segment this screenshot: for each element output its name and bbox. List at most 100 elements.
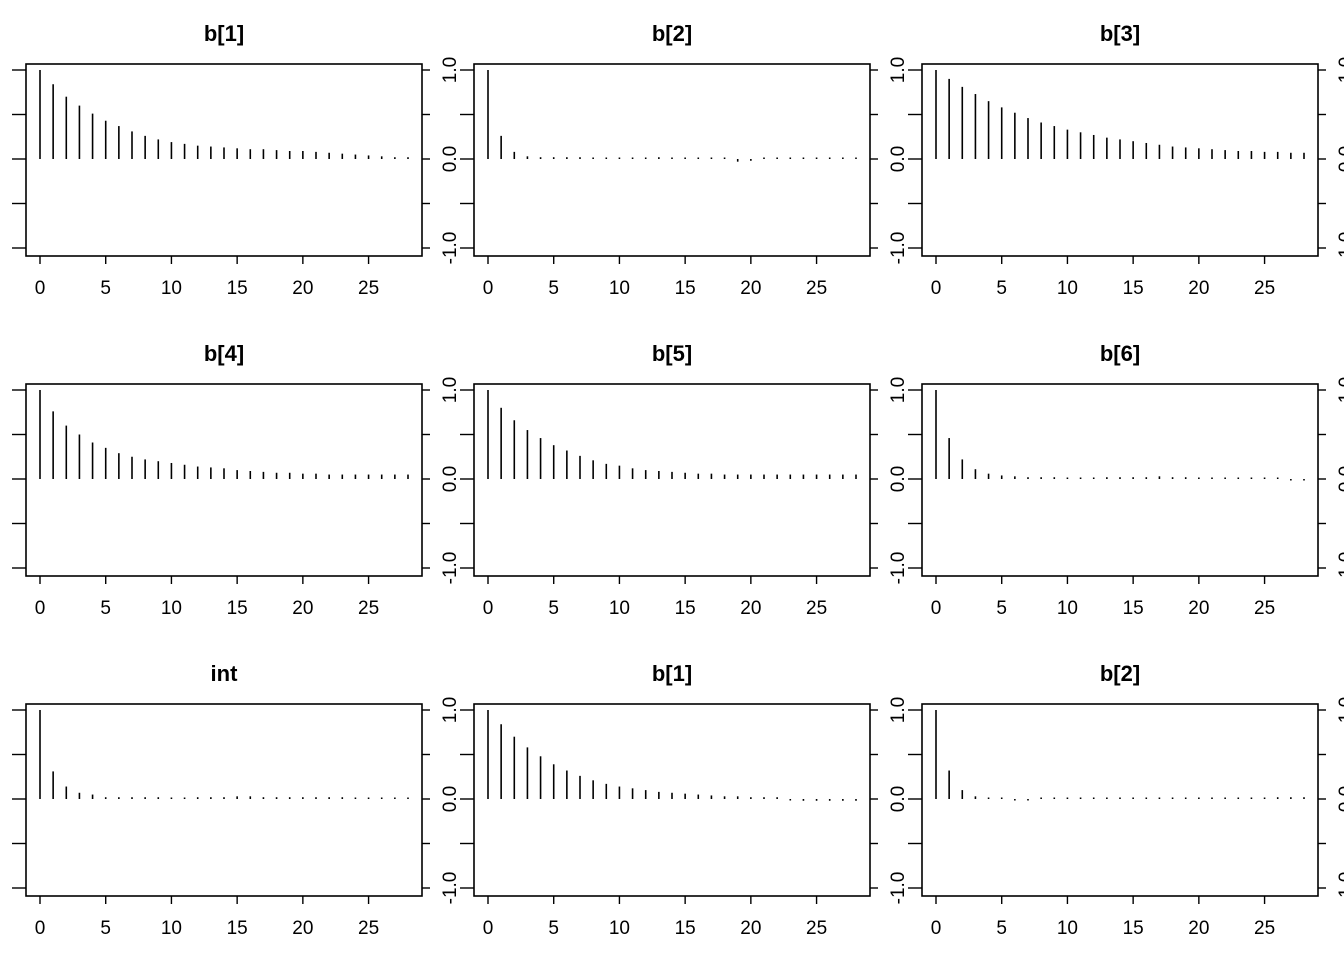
x-tick-label: 0 — [931, 598, 942, 619]
panel-title: b[6] — [1100, 341, 1140, 366]
x-tick-label: 5 — [996, 918, 1007, 939]
panel-title: b[4] — [204, 341, 244, 366]
y-tick-label: 0.0 — [1336, 146, 1344, 172]
x-tick-label: 5 — [996, 598, 1007, 619]
y-tick-label: -1.0 — [1336, 232, 1344, 265]
x-tick-label: 15 — [1123, 598, 1144, 619]
y-tick-label: -1.0 — [440, 232, 461, 265]
x-tick-label: 10 — [1057, 918, 1078, 939]
y-tick-label: 0.0 — [440, 466, 461, 492]
y-tick-label: -1.0 — [440, 872, 461, 905]
panel-title: b[1] — [652, 661, 692, 686]
acf-panel: b[6] 0 5 10 15 20 25 -1.0 0.0 1.0 — [908, 341, 1344, 619]
y-tick-label: -1.0 — [440, 552, 461, 585]
y-tick-label: 0.0 — [1336, 466, 1344, 492]
acf-panel: b[3] 0 5 10 15 20 25 -1.0 0.0 1.0 — [908, 21, 1344, 299]
x-tick-label: 0 — [35, 598, 46, 619]
panel-title: b[1] — [204, 21, 244, 46]
acf-panel: b[2] 0 5 10 15 20 25 -1.0 0.0 1.0 — [908, 661, 1344, 939]
y-tick-label: 1.0 — [1336, 377, 1344, 403]
y-tick-label: 0.0 — [1336, 786, 1344, 812]
x-tick-label: 25 — [358, 918, 379, 939]
x-tick-label: 0 — [931, 278, 942, 299]
y-tick-label: 0.0 — [888, 786, 909, 812]
x-tick-label: 5 — [100, 278, 111, 299]
y-tick-label: -1.0 — [1336, 552, 1344, 585]
x-tick-label: 20 — [1188, 278, 1209, 299]
plot-frame — [25, 63, 423, 257]
x-tick-label: 20 — [740, 598, 761, 619]
y-tick-label: -1.0 — [1336, 872, 1344, 905]
x-tick-label: 10 — [1057, 278, 1078, 299]
x-tick-label: 0 — [931, 918, 942, 939]
y-tick-label: 1.0 — [888, 57, 909, 83]
y-tick-label: 0.0 — [888, 146, 909, 172]
x-tick-label: 20 — [292, 278, 313, 299]
plot-frame — [473, 703, 871, 897]
x-tick-label: 10 — [1057, 598, 1078, 619]
panel-title: int — [211, 661, 239, 686]
x-tick-label: 25 — [1254, 918, 1275, 939]
x-tick-label: 20 — [740, 278, 761, 299]
x-tick-label: 10 — [161, 278, 182, 299]
x-tick-label: 25 — [358, 598, 379, 619]
x-tick-label: 0 — [483, 278, 494, 299]
x-tick-label: 15 — [675, 918, 696, 939]
x-tick-label: 5 — [548, 278, 559, 299]
plot-frame — [25, 703, 423, 897]
x-tick-label: 25 — [806, 918, 827, 939]
plot-frame — [921, 703, 1319, 897]
x-tick-label: 25 — [1254, 598, 1275, 619]
x-tick-label: 5 — [100, 598, 111, 619]
x-tick-label: 20 — [740, 918, 761, 939]
panel-title: b[3] — [1100, 21, 1140, 46]
acf-panel: b[5] 0 5 10 15 20 25 -1.0 0.0 1.0 — [460, 341, 909, 619]
x-tick-label: 15 — [675, 278, 696, 299]
y-tick-label: 1.0 — [440, 57, 461, 83]
x-tick-label: 10 — [161, 918, 182, 939]
acf-panel: int 0 5 10 15 20 25 -1.0 0.0 1.0 — [12, 661, 461, 939]
y-tick-label: 0.0 — [440, 146, 461, 172]
acf-panel: b[1] 0 5 10 15 20 25 -1.0 0.0 1.0 — [12, 21, 461, 299]
x-tick-label: 20 — [292, 598, 313, 619]
y-tick-label: 1.0 — [888, 697, 909, 723]
plot-frame — [921, 63, 1319, 257]
x-tick-label: 15 — [675, 598, 696, 619]
y-tick-label: 0.0 — [888, 466, 909, 492]
y-tick-label: 1.0 — [1336, 57, 1344, 83]
x-tick-label: 5 — [548, 598, 559, 619]
x-tick-label: 5 — [548, 918, 559, 939]
acf-panel: b[1] 0 5 10 15 20 25 -1.0 0.0 1.0 — [460, 661, 909, 939]
y-tick-label: 1.0 — [440, 377, 461, 403]
x-tick-label: 10 — [161, 598, 182, 619]
x-tick-label: 25 — [358, 278, 379, 299]
plot-frame — [921, 383, 1319, 577]
plot-frame — [473, 383, 871, 577]
plot-frame — [473, 63, 871, 257]
x-tick-label: 25 — [806, 278, 827, 299]
y-tick-label: 1.0 — [888, 377, 909, 403]
x-tick-label: 5 — [100, 918, 111, 939]
y-tick-label: -1.0 — [888, 872, 909, 905]
x-tick-label: 15 — [1123, 278, 1144, 299]
y-tick-label: 0.0 — [440, 786, 461, 812]
panel-title: b[5] — [652, 341, 692, 366]
x-tick-label: 0 — [35, 918, 46, 939]
x-tick-label: 15 — [227, 278, 248, 299]
x-tick-label: 10 — [609, 278, 630, 299]
x-tick-label: 5 — [996, 278, 1007, 299]
acf-panel: b[2] 0 5 10 15 20 25 -1.0 0.0 1.0 — [460, 21, 909, 299]
panel-title: b[2] — [652, 21, 692, 46]
x-tick-label: 0 — [483, 918, 494, 939]
x-tick-label: 25 — [806, 598, 827, 619]
x-tick-label: 0 — [35, 278, 46, 299]
acf-panel: b[4] 0 5 10 15 20 25 -1.0 0.0 1.0 — [12, 341, 461, 619]
x-tick-label: 20 — [1188, 598, 1209, 619]
x-tick-label: 0 — [483, 598, 494, 619]
y-tick-label: 1.0 — [440, 697, 461, 723]
y-tick-label: -1.0 — [888, 232, 909, 265]
x-tick-label: 10 — [609, 598, 630, 619]
panel-title: b[2] — [1100, 661, 1140, 686]
x-tick-label: 15 — [227, 598, 248, 619]
